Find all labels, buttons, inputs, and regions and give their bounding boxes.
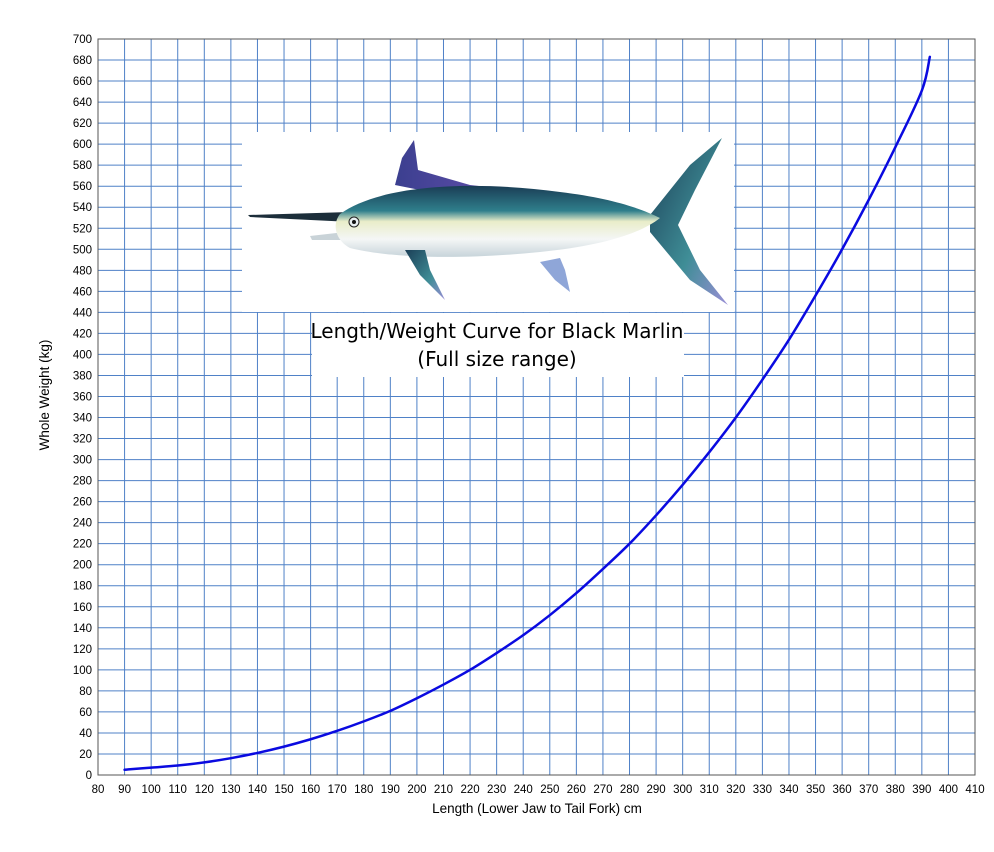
x-tick-label: 140: [248, 784, 267, 796]
x-tick-label: 150: [274, 784, 293, 796]
x-tick-label: 410: [965, 784, 984, 796]
x-tick-label: 230: [487, 784, 506, 796]
x-tick-label: 270: [593, 784, 612, 796]
y-tick-label: 180: [73, 581, 92, 593]
y-tick-label: 620: [73, 118, 92, 130]
x-tick-label: 130: [221, 784, 240, 796]
x-tick-label: 180: [354, 784, 373, 796]
chart-subtitle: (Full size range): [417, 347, 576, 371]
y-tick-label: 200: [73, 560, 92, 572]
x-tick-label: 340: [779, 784, 798, 796]
x-tick-label: 110: [169, 784, 187, 796]
y-tick-label: 460: [73, 286, 92, 298]
x-tick-label: 160: [301, 784, 320, 796]
x-tick-labels: 80 90 100 110 120 130 140 150 160 170 180 190 200 210…: [92, 784, 985, 796]
x-tick-label: 390: [912, 784, 931, 796]
y-tick-label: 140: [73, 623, 92, 635]
x-tick-label: 330: [753, 784, 772, 796]
y-tick-label: 160: [73, 602, 92, 614]
x-tick-label: 400: [939, 784, 958, 796]
y-tick-label: 580: [73, 160, 92, 172]
y-tick-label: 420: [73, 328, 92, 340]
y-tick-label: 220: [73, 539, 92, 551]
x-tick-label: 100: [142, 784, 161, 796]
y-tick-label: 540: [73, 202, 92, 214]
y-tick-label: 380: [73, 370, 92, 382]
x-tick-label: 200: [407, 784, 426, 796]
y-tick-label: 640: [73, 97, 92, 109]
x-tick-label: 80: [92, 784, 105, 796]
y-tick-label: 120: [73, 644, 92, 656]
marlin-illustration: [242, 132, 734, 312]
y-tick-label: 660: [73, 76, 92, 88]
x-tick-label: 210: [434, 784, 453, 796]
y-tick-label: 480: [73, 265, 92, 277]
y-tick-label: 340: [73, 413, 92, 425]
x-tick-label: 260: [567, 784, 586, 796]
y-tick-label: 80: [79, 686, 92, 698]
y-tick-label: 680: [73, 55, 92, 67]
y-tick-label: 320: [73, 434, 92, 446]
x-tick-label: 320: [726, 784, 745, 796]
y-axis-label: Whole Weight (kg): [37, 340, 52, 451]
y-tick-label: 600: [73, 139, 92, 151]
y-tick-label: 440: [73, 307, 92, 319]
x-tick-label: 290: [646, 784, 665, 796]
y-tick-label: 520: [73, 223, 92, 235]
x-tick-label: 360: [833, 784, 852, 796]
x-tick-label: 380: [886, 784, 905, 796]
x-tick-label: 370: [859, 784, 878, 796]
x-tick-label: 240: [514, 784, 533, 796]
weight-curve-line: [123, 55, 932, 771]
x-tick-label: 280: [620, 784, 639, 796]
x-tick-label: 220: [460, 784, 479, 796]
y-tick-label: 560: [73, 181, 92, 193]
y-tick-label: 100: [73, 665, 92, 677]
y-tick-label: 360: [73, 391, 92, 403]
y-tick-label: 400: [73, 349, 92, 361]
x-tick-label: 120: [195, 784, 214, 796]
y-tick-label: 280: [73, 476, 92, 488]
chart-title-block: Length/Weight Curve for Black Marlin (Fu…: [311, 313, 684, 377]
x-tick-label: 350: [806, 784, 825, 796]
x-axis-label: Length (Lower Jaw to Tail Fork) cm: [432, 801, 642, 816]
y-tick-label: 240: [73, 518, 92, 530]
y-tick-label: 700: [73, 34, 92, 46]
x-tick-label: 170: [328, 784, 347, 796]
y-tick-label: 40: [79, 728, 92, 740]
x-tick-label: 310: [700, 784, 719, 796]
y-tick-label: 20: [79, 749, 92, 761]
chart-title: Length/Weight Curve for Black Marlin: [311, 319, 684, 343]
y-tick-label: 300: [73, 455, 92, 467]
y-tick-labels: 0 20 40 60 80 100 120 140 160 180 200 220 240 260 280 3…: [73, 34, 92, 782]
y-tick-label: 260: [73, 497, 92, 509]
x-tick-label: 300: [673, 784, 692, 796]
y-tick-label: 60: [79, 707, 92, 719]
x-tick-label: 90: [118, 784, 131, 796]
plot-frame: [97, 38, 976, 776]
y-tick-label: 500: [73, 244, 92, 256]
x-tick-label: 250: [540, 784, 559, 796]
x-tick-label: 190: [381, 784, 400, 796]
y-tick-label: 0: [86, 770, 92, 782]
